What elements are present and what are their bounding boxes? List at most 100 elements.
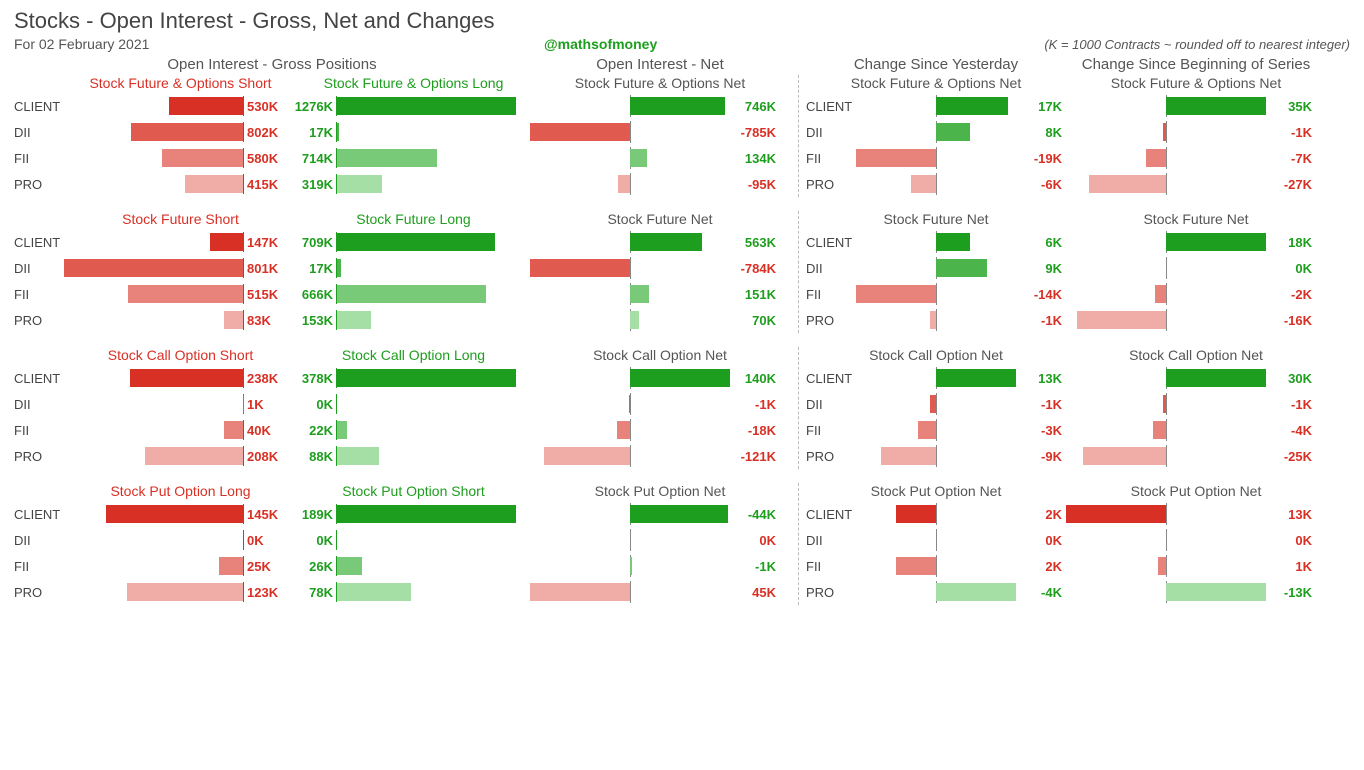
row-label: PRO [806,313,856,328]
short-bar [128,285,243,303]
gross-long-title: Stock Future & Options Long [297,75,530,91]
short-value: 208K [244,449,290,464]
long-value: 153K [290,313,336,328]
series-bar [1166,369,1266,387]
short-bar [106,505,243,523]
page-title: Stocks - Open Interest - Gross, Net and … [14,8,1350,34]
series-value: -7K [1266,151,1316,166]
chg-value: -1K [1016,313,1066,328]
long-value: 78K [290,585,336,600]
row-label: CLIENT [806,371,856,386]
long-bar [337,175,382,193]
net-bar [618,175,630,193]
net-value: -44K [730,507,780,522]
net-value: 45K [730,585,780,600]
net-bar [630,505,728,523]
series-bar [1155,285,1166,303]
chg-value: -19K [1016,151,1066,166]
net-value: -785K [730,125,780,140]
chg-value: -14K [1016,287,1066,302]
chg-value: 6K [1016,235,1066,250]
net-bar [630,149,647,167]
chg-value: -6K [1016,177,1066,192]
long-value: 0K [290,397,336,412]
row-label: PRO [806,449,856,464]
short-value: 0K [244,533,290,548]
short-bar [219,557,243,575]
net-bar [630,285,649,303]
series-bar [1166,233,1266,251]
row-label: CLIENT [14,235,64,250]
series-value: -13K [1266,585,1316,600]
net-value: -95K [730,177,780,192]
chg-bar [856,149,936,167]
series-bar [1158,557,1166,575]
net-value: 70K [730,313,780,328]
long-bar [337,233,495,251]
long-value: 22K [290,423,336,438]
net-bar [630,97,725,115]
row-label: DII [806,261,856,276]
series-value: 0K [1266,261,1316,276]
chg-bar [881,447,936,465]
chg-bar [936,583,1016,601]
row-label: DII [14,533,64,548]
long-bar [337,149,437,167]
row-label: PRO [14,449,64,464]
chg-bar [896,505,936,523]
long-bar [337,123,339,141]
chg-series-title: Stock Put Option Net [1066,483,1326,499]
row-label: DII [14,125,64,140]
chg-day-title: Stock Future Net [806,211,1066,227]
long-value: 319K [290,177,336,192]
series-bar [1163,123,1166,141]
chg-value: -3K [1016,423,1066,438]
chg-day-title: Stock Future & Options Net [806,75,1066,91]
short-value: 580K [244,151,290,166]
net-title: Stock Call Option Net [530,347,790,363]
short-value: 238K [244,371,290,386]
long-value: 26K [290,559,336,574]
net-value: -784K [730,261,780,276]
chg-value: -4K [1016,585,1066,600]
short-value: 25K [244,559,290,574]
short-value: 83K [244,313,290,328]
long-value: 88K [290,449,336,464]
short-value: 801K [244,261,290,276]
series-value: -27K [1266,177,1316,192]
short-bar [224,311,243,329]
short-bar [169,97,243,115]
handle: @mathsofmoney [544,36,657,52]
series-value: -1K [1266,397,1316,412]
long-bar [337,421,347,439]
row-label: FII [806,151,856,166]
chg-value: 13K [1016,371,1066,386]
chg-bar [936,233,970,251]
short-value: 147K [244,235,290,250]
series-value: -16K [1266,313,1316,328]
long-value: 709K [290,235,336,250]
series-bar [1066,505,1166,523]
net-bar [530,259,630,277]
row-label: CLIENT [806,99,856,114]
net-value: 0K [730,533,780,548]
row-label: CLIENT [806,507,856,522]
net-bar [544,447,630,465]
chg-bar [896,557,936,575]
short-bar [130,369,243,387]
short-bar [224,421,243,439]
legend-note: (K = 1000 Contracts ~ rounded off to nea… [1044,37,1350,52]
series-bar [1083,447,1166,465]
long-value: 1276K [290,99,336,114]
net-bar [630,233,702,251]
net-bar [617,421,630,439]
long-bar [337,259,341,277]
row-label: PRO [14,585,64,600]
short-value: 1K [244,397,290,412]
gross-short-title: Stock Future & Options Short [64,75,297,91]
chg-day-title: Stock Put Option Net [806,483,1066,499]
row-label: PRO [14,177,64,192]
series-value: 1K [1266,559,1316,574]
chg-value: 0K [1016,533,1066,548]
row-label: FII [806,559,856,574]
